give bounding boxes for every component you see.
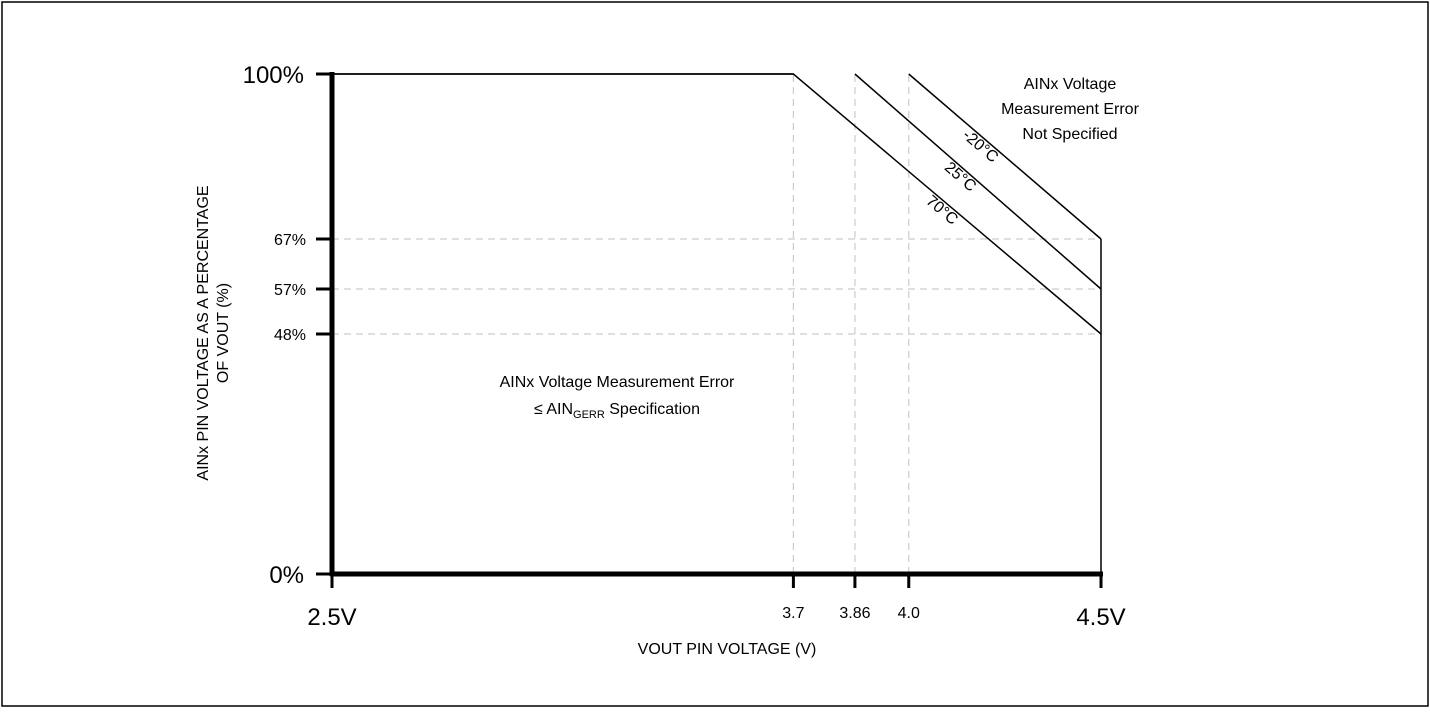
annotation-not-specified-line2: Measurement Error xyxy=(1001,101,1139,118)
x-tick-label-3.7: 3.7 xyxy=(782,605,804,622)
y-tick-label-100: 100% xyxy=(243,62,304,89)
annotation-spec-subscript: GERR xyxy=(573,409,605,421)
series-line-2 xyxy=(908,73,1102,240)
annotation-not-specified-line1: AINx Voltage xyxy=(1024,76,1117,93)
gridlines xyxy=(332,74,1101,574)
x-tick-label-4: 4.0 xyxy=(898,605,920,622)
annotation-spec-line1: AINx Voltage Measurement Error xyxy=(500,374,735,391)
series-line-1 xyxy=(854,73,1102,290)
y-tick-label-57: 57% xyxy=(274,282,306,299)
x-axis-title: VOUT PIN VOLTAGE (V) xyxy=(638,641,817,658)
annotation-spec-line2: ≤ AINGERR Specification xyxy=(534,401,700,421)
y-axis-title-line2: OF VOUT (%) xyxy=(215,283,232,383)
y-tick-label-48: 48% xyxy=(274,327,306,344)
axes xyxy=(316,72,1103,588)
x-tick-label-4.5: 4.5V xyxy=(1076,604,1125,631)
x-tick-label-3.86: 3.86 xyxy=(839,605,870,622)
y-tick-label-0: 0% xyxy=(269,562,304,589)
annotation-not-specified-line3: Not Specified xyxy=(1022,126,1117,143)
y-tick-label-67: 67% xyxy=(274,232,306,249)
annotation-spec-prefix: ≤ AIN xyxy=(534,401,573,418)
x-tick-label-2.5: 2.5V xyxy=(307,604,356,631)
annotation-spec-suffix: Specification xyxy=(605,401,700,418)
y-axis-title-line1: AINx PIN VOLTAGE AS A PERCENTAGE xyxy=(195,185,212,480)
